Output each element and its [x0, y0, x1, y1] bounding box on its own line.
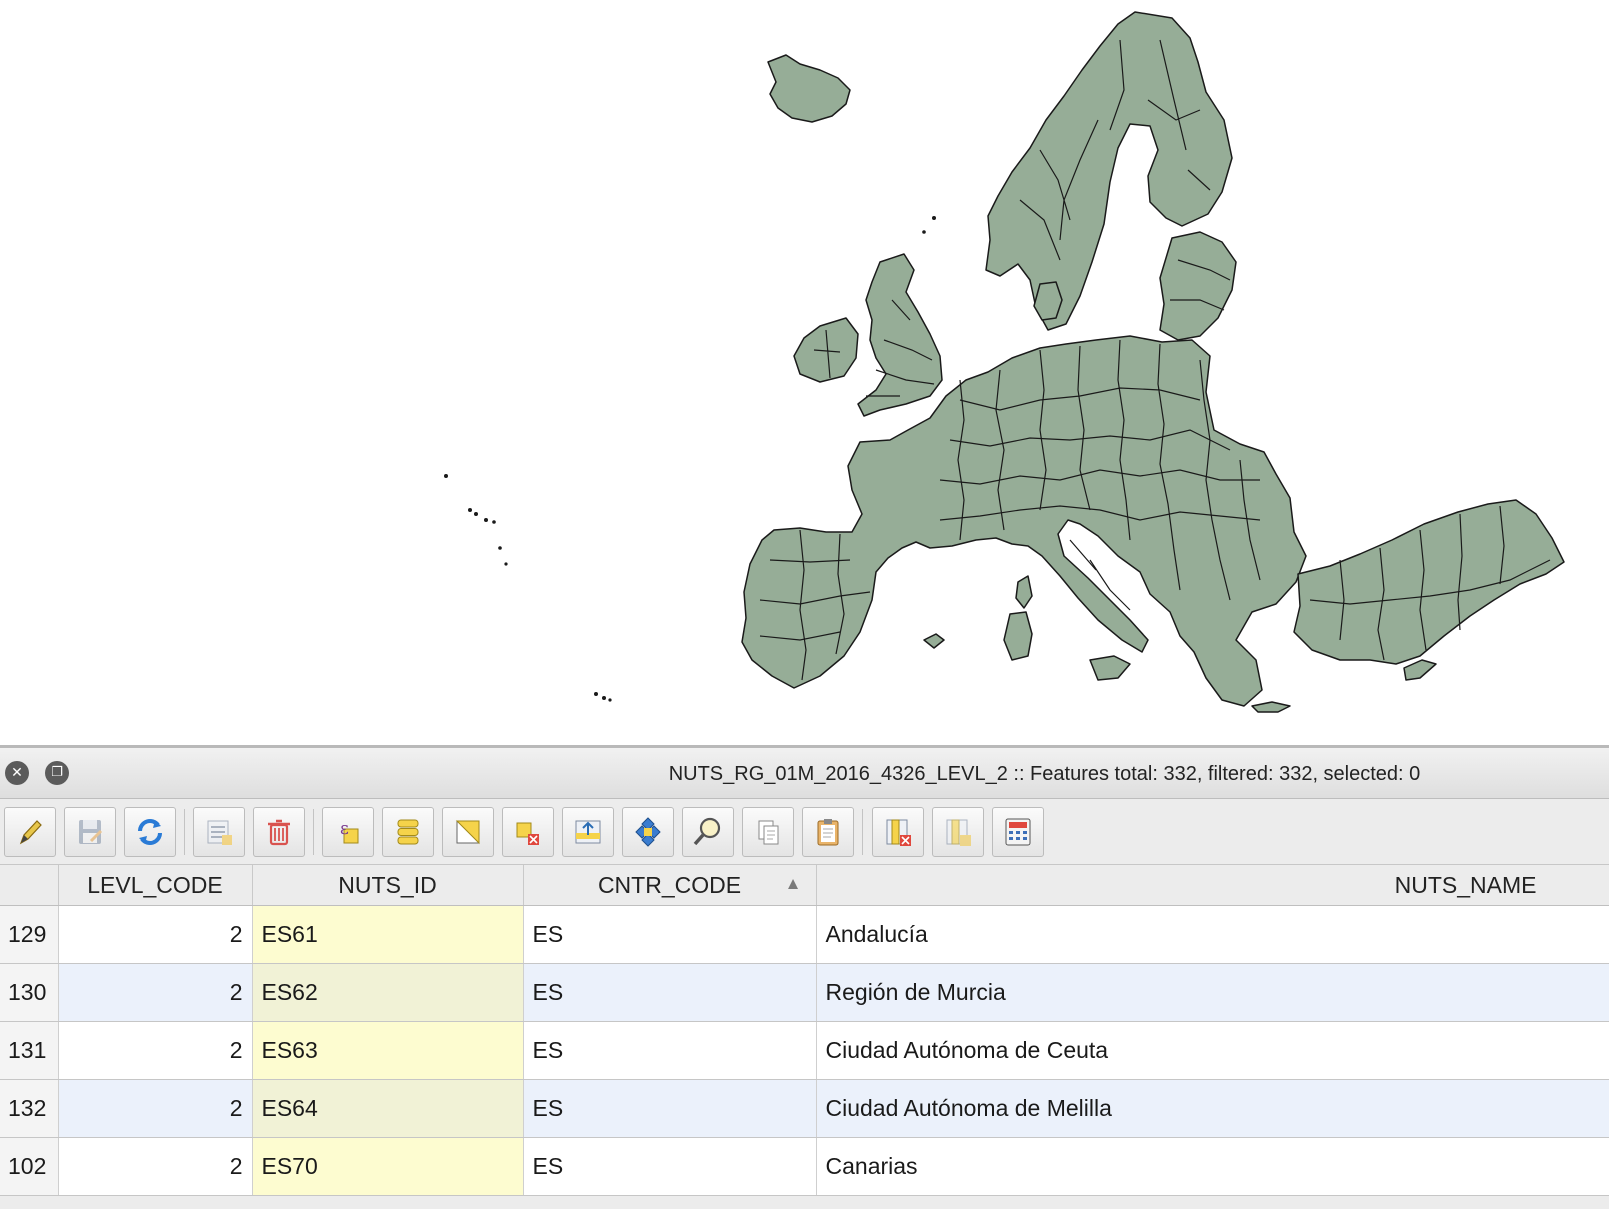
attribute-toolbar: ε	[0, 799, 1609, 865]
map-region-scandinavia	[985, 11, 1233, 331]
table-row[interactable]: 131 2 ES63 ES Ciudad Autónoma de Ceuta	[0, 1021, 1609, 1080]
map-region-sicily	[1089, 655, 1131, 681]
row-number-header[interactable]	[0, 865, 59, 906]
new-field-button[interactable]	[932, 807, 984, 857]
copy-icon	[758, 820, 779, 845]
paste-features-button[interactable]	[802, 807, 854, 857]
cell-levl-code[interactable]: 2	[58, 905, 253, 964]
map-region-iceland	[767, 54, 851, 123]
attribute-table-dock: ✕ ❐ NUTS_RG_01M_2016_4326_LEVL_2 :: Feat…	[0, 745, 1609, 1209]
cell-cntr-code[interactable]: ES	[523, 1079, 817, 1138]
cell-cntr-code[interactable]: ES	[523, 905, 817, 964]
column-header-nuts-name[interactable]: NUTS_NAME	[816, 865, 1609, 906]
row-number[interactable]: 129	[0, 905, 59, 964]
cell-levl-code[interactable]: 2	[58, 963, 253, 1022]
add-feature-icon	[207, 820, 232, 845]
sort-ascending-icon: ▲	[784, 874, 802, 893]
new-field-icon	[946, 819, 971, 846]
field-calculator-button[interactable]	[992, 807, 1044, 857]
deselect-all-button[interactable]	[502, 807, 554, 857]
move-selection-to-top-button[interactable]	[562, 807, 614, 857]
select-all-icon	[397, 819, 419, 845]
cell-nuts-id[interactable]: ES64	[252, 1079, 524, 1138]
column-header-levl-code[interactable]: LEVL_CODE	[58, 865, 253, 906]
cell-nuts-id[interactable]: ES62	[252, 963, 524, 1022]
map-region-ireland	[793, 317, 859, 383]
toggle-editing-button[interactable]	[4, 807, 56, 857]
select-all-button[interactable]	[382, 807, 434, 857]
cell-nuts-id[interactable]: ES63	[252, 1021, 524, 1080]
cell-cntr-code[interactable]: ES	[523, 963, 817, 1022]
row-number[interactable]: 130	[0, 963, 59, 1022]
europe-nuts-map[interactable]	[0, 0, 1609, 745]
attribute-table[interactable]: LEVL_CODE NUTS_ID CNTR_CODE ▲ NUTS_NAME …	[0, 865, 1609, 1196]
map-region-sardinia	[1003, 611, 1033, 661]
map-region-crete	[1251, 701, 1291, 713]
cell-cntr-code[interactable]: ES	[523, 1021, 817, 1080]
svg-text:ε: ε	[340, 819, 349, 839]
pan-map-to-selected-button[interactable]	[622, 807, 674, 857]
close-icon[interactable]: ✕	[5, 761, 29, 785]
map-region-balearic	[923, 633, 945, 649]
cell-nuts-id[interactable]: ES61	[252, 905, 524, 964]
dock-titlebar: ✕ ❐ NUTS_RG_01M_2016_4326_LEVL_2 :: Feat…	[0, 748, 1609, 799]
cell-levl-code[interactable]: 2	[58, 1137, 253, 1196]
map-region-turkey	[1293, 499, 1565, 665]
save-edits-button[interactable]	[64, 807, 116, 857]
map-region-baltics	[1159, 231, 1237, 341]
cell-nuts-name[interactable]: Canarias	[816, 1137, 1609, 1196]
delete-field-button[interactable]	[872, 807, 924, 857]
cell-nuts-name[interactable]: Andalucía	[816, 905, 1609, 964]
paste-icon	[817, 819, 839, 846]
map-region-great-britain	[857, 253, 943, 417]
map-region-mainland	[741, 335, 1307, 707]
map-canvas[interactable]	[0, 0, 1609, 745]
nuts-boundaries	[759, 39, 1551, 681]
table-row[interactable]: 132 2 ES64 ES Ciudad Autónoma de Melilla	[0, 1079, 1609, 1138]
select-by-expression-button[interactable]: ε	[322, 807, 374, 857]
atlantic-islands	[444, 216, 936, 702]
dock-title: NUTS_RG_01M_2016_4326_LEVL_2 :: Features…	[668, 763, 1421, 785]
cell-nuts-name[interactable]: Región de Murcia	[816, 963, 1609, 1022]
map-region-corsica	[1015, 575, 1033, 609]
table-row[interactable]: 102 2 ES70 ES Canarias	[0, 1137, 1609, 1196]
field-calculator-icon	[1005, 818, 1031, 846]
reload-icon	[138, 819, 162, 845]
pan-icon	[635, 817, 661, 847]
column-header-cntr-code[interactable]: CNTR_CODE ▲	[523, 865, 817, 906]
delete-field-icon	[886, 819, 911, 846]
move-to-top-icon	[575, 820, 601, 844]
row-number[interactable]: 132	[0, 1079, 59, 1138]
pencil-icon	[19, 820, 42, 845]
invert-selection-button[interactable]	[442, 807, 494, 857]
table-row[interactable]: 130 2 ES62 ES Región de Murcia	[0, 963, 1609, 1022]
deselect-icon	[516, 822, 539, 845]
delete-selected-button[interactable]	[253, 807, 305, 857]
save-icon	[79, 820, 103, 844]
table-header-row: LEVL_CODE NUTS_ID CNTR_CODE ▲ NUTS_NAME	[0, 865, 1609, 906]
expression-icon: ε	[340, 819, 359, 844]
add-feature-button[interactable]	[193, 807, 245, 857]
column-header-nuts-id[interactable]: NUTS_ID	[252, 865, 524, 906]
row-number[interactable]: 131	[0, 1021, 59, 1080]
zoom-map-to-selected-button[interactable]	[682, 807, 734, 857]
trash-icon	[268, 819, 290, 846]
cell-levl-code[interactable]: 2	[58, 1021, 253, 1080]
reload-button[interactable]	[124, 807, 176, 857]
copy-selected-rows-button[interactable]	[742, 807, 794, 857]
column-header-cntr-code-label: CNTR_CODE	[597, 871, 742, 898]
zoom-icon	[693, 817, 721, 846]
table-row[interactable]: 129 2 ES61 ES Andalucía	[0, 905, 1609, 964]
cell-nuts-id[interactable]: ES70	[252, 1137, 524, 1196]
map-region-denmark	[1033, 281, 1063, 321]
cell-levl-code[interactable]: 2	[58, 1079, 253, 1138]
float-window-icon[interactable]: ❐	[45, 761, 69, 785]
map-region-cyprus	[1403, 659, 1437, 681]
cell-nuts-name[interactable]: Ciudad Autónoma de Melilla	[816, 1079, 1609, 1138]
invert-selection-icon	[455, 820, 480, 845]
cell-nuts-name[interactable]: Ciudad Autónoma de Ceuta	[816, 1021, 1609, 1080]
cell-cntr-code[interactable]: ES	[523, 1137, 817, 1196]
row-number[interactable]: 102	[0, 1137, 59, 1196]
